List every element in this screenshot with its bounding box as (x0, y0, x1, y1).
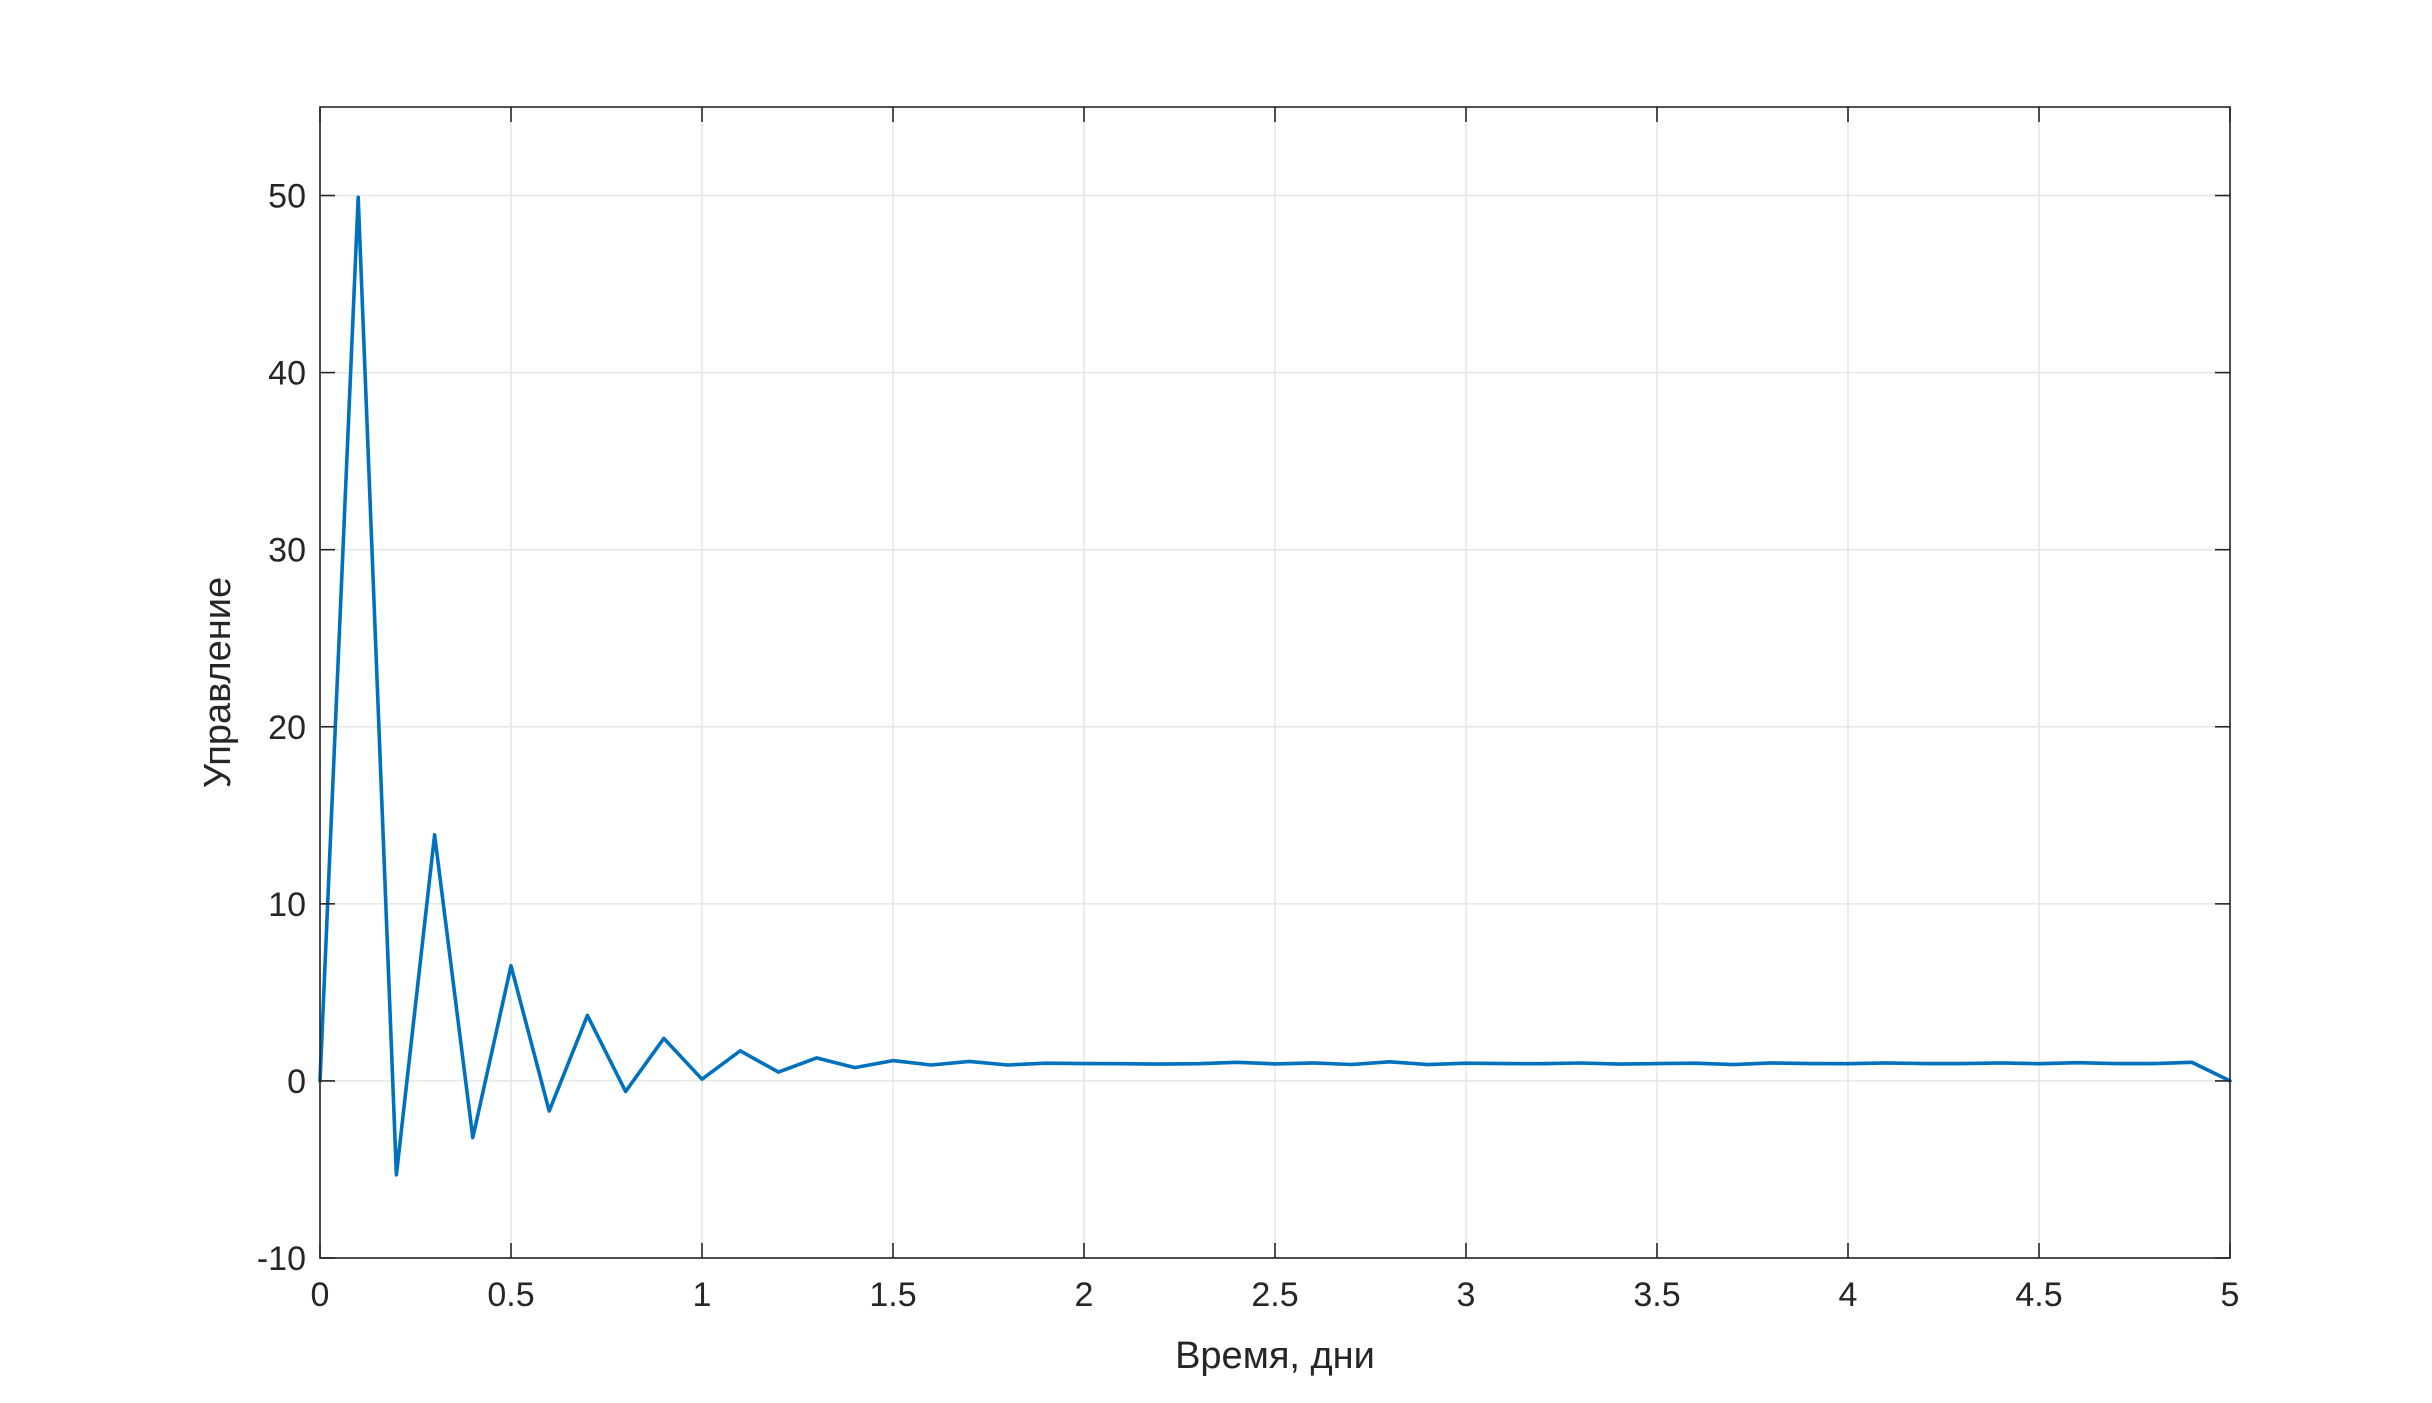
x-tick-labels: 0 0.5 1 1.5 2 2.5 3 3.5 4 4.5 5 (311, 1276, 2240, 1314)
x-tick-label: 1.5 (869, 1276, 916, 1314)
y-axis-label: Управление (197, 577, 239, 788)
x-tick-label: 2 (1075, 1276, 1094, 1314)
y-tick-label: 30 (268, 532, 306, 570)
x-axis-label: Время, дни (1175, 1335, 1375, 1377)
y-tick-label: -10 (257, 1240, 306, 1278)
y-tick-label: 10 (268, 886, 306, 924)
y-tick-labels: -10 0 10 20 30 40 50 (257, 178, 306, 1278)
y-tick-label: 50 (268, 178, 306, 216)
y-tick-label: 20 (268, 709, 306, 747)
x-tick-label: 4 (1839, 1276, 1858, 1314)
x-tick-label: 1 (693, 1276, 712, 1314)
x-tick-label: 2.5 (1251, 1276, 1298, 1314)
series-line (318, 195, 2232, 1177)
grid-lines (319, 107, 2231, 1259)
x-tick-label: 3 (1457, 1276, 1476, 1314)
series-layer (318, 195, 2232, 1177)
x-tick-label: 0 (311, 1276, 330, 1314)
y-tick-label: 40 (268, 355, 306, 393)
tick-marks (319, 107, 2231, 1259)
x-tick-label: 0.5 (487, 1276, 534, 1314)
x-tick-label: 4.5 (2015, 1276, 2062, 1314)
y-tick-label: 0 (287, 1063, 306, 1101)
x-tick-label: 5 (2221, 1276, 2240, 1314)
x-tick-label: 3.5 (1633, 1276, 1680, 1314)
